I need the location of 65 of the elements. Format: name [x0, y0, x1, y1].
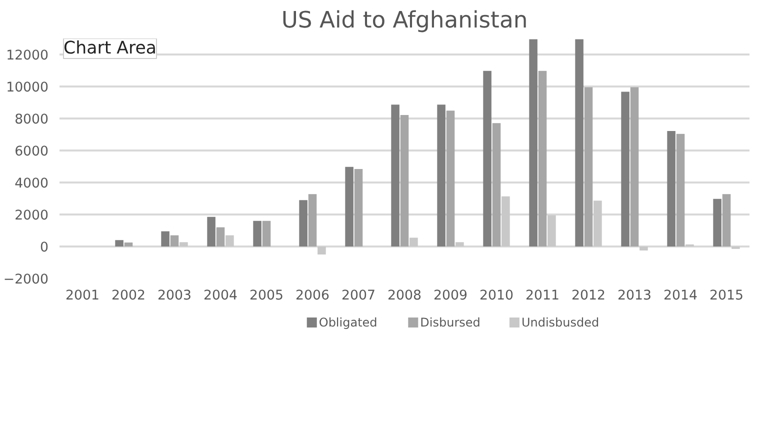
bar [713, 198, 722, 246]
legend-label: Undisbusded [521, 316, 600, 330]
bar [575, 39, 584, 246]
bar [180, 242, 188, 246]
bar [345, 166, 354, 246]
bar [538, 70, 547, 246]
annotation: Chart Area [64, 38, 157, 58]
y-tick-label: 6000 [14, 144, 49, 160]
bar [161, 231, 170, 246]
bar [410, 238, 418, 246]
bar [594, 200, 602, 246]
x-tick-label: 2009 [434, 288, 468, 304]
x-tick-label: 2006 [296, 288, 330, 304]
bar [308, 194, 317, 246]
bar [400, 114, 409, 246]
bar [216, 227, 225, 246]
bar [529, 39, 538, 246]
bar [483, 70, 492, 246]
bar [492, 123, 501, 246]
legend-label: Obligated [318, 316, 378, 330]
bar [115, 240, 124, 246]
x-tick-label: 2007 [342, 288, 376, 304]
bar [676, 134, 685, 246]
x-tick-label: 2015 [710, 288, 744, 304]
bar [502, 196, 510, 246]
bar [299, 200, 308, 246]
bar [437, 104, 446, 246]
y-tick-label: 8000 [14, 112, 49, 128]
chart-title: US Aid to Afghanistan [281, 8, 528, 34]
bar [391, 104, 400, 246]
y-tick-label: 10000 [6, 80, 49, 96]
y-tick-label: 0 [40, 240, 49, 256]
x-tick-label: 2012 [572, 288, 606, 304]
x-tick-label: 2013 [618, 288, 652, 304]
x-tick-label: 2004 [204, 288, 238, 304]
bar [722, 194, 731, 246]
bar [207, 216, 216, 246]
y-tick-label: 2000 [14, 208, 49, 224]
y-tick-label: −2000 [3, 272, 49, 288]
bar [354, 169, 363, 246]
x-tick-label: 2014 [664, 288, 698, 304]
bar [262, 220, 271, 246]
bar [621, 92, 630, 246]
y-tick-label: 4000 [14, 176, 49, 192]
x-tick-label: 2011 [526, 288, 560, 304]
bar [548, 215, 556, 246]
bar [124, 242, 133, 246]
bar [170, 235, 179, 246]
bar [584, 87, 593, 246]
bar [456, 242, 464, 246]
x-tick-label: 2010 [480, 288, 514, 304]
bar [318, 246, 326, 254]
legend-label: Disbursed [420, 316, 480, 330]
x-tick-label: 2008 [388, 288, 422, 304]
x-tick-label: 2002 [112, 288, 146, 304]
bar [640, 246, 648, 250]
y-tick-label: 12000 [6, 48, 49, 64]
bar [667, 130, 676, 246]
x-tick-label: 2001 [66, 288, 100, 304]
x-tick-label: 2005 [250, 288, 284, 304]
bar [253, 220, 262, 246]
bar [630, 87, 639, 246]
bar [226, 235, 234, 246]
x-tick-label: 2003 [158, 288, 192, 304]
bar [446, 110, 455, 246]
